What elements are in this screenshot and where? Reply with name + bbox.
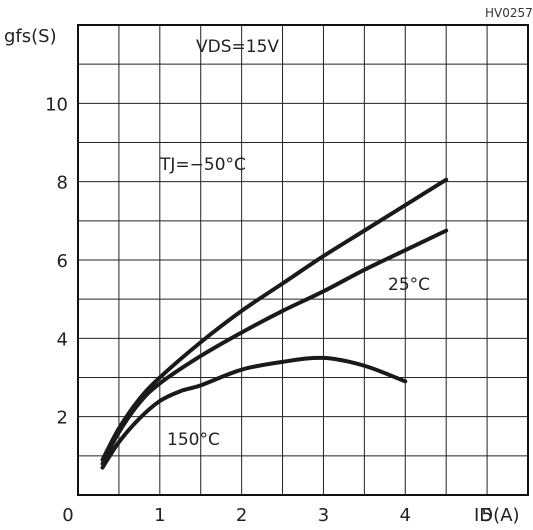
x-tick-label: 4 [400,505,411,526]
series-label-minus50c: TJ=−50°C [159,155,246,175]
curve-25c [100,228,449,466]
x-tick-label: 1 [154,505,165,526]
plot-frame [77,24,529,496]
figure-code: HV02570 [485,6,533,20]
curves [100,177,449,470]
x-axis-label: ID(A) [474,505,520,526]
y-tick-label: 2 [57,408,68,429]
condition-label: VDS=15V [196,37,279,57]
y-tick-label: 6 [57,251,68,272]
grid [78,25,528,495]
x-tick-label: 3 [318,505,329,526]
curve-150c [100,355,408,470]
series-label-150c: 150°C [167,430,220,450]
x-tick-labels: 0 1 2 3 4 5 [62,505,493,526]
y-tick-label: 8 [57,173,68,194]
y-tick-label: 4 [57,329,68,350]
y-axis-label: gfs(S) [4,26,57,47]
y-tick-labels: 2 4 6 8 10 [45,94,68,428]
curve-minus50c [100,177,449,462]
y-tick-label: 10 [45,94,68,115]
x-tick-label: 2 [236,505,247,526]
x-tick-label: 5 [481,505,492,526]
x-tick-label: 0 [62,505,73,526]
series-label-25c: 25°C [388,275,430,295]
